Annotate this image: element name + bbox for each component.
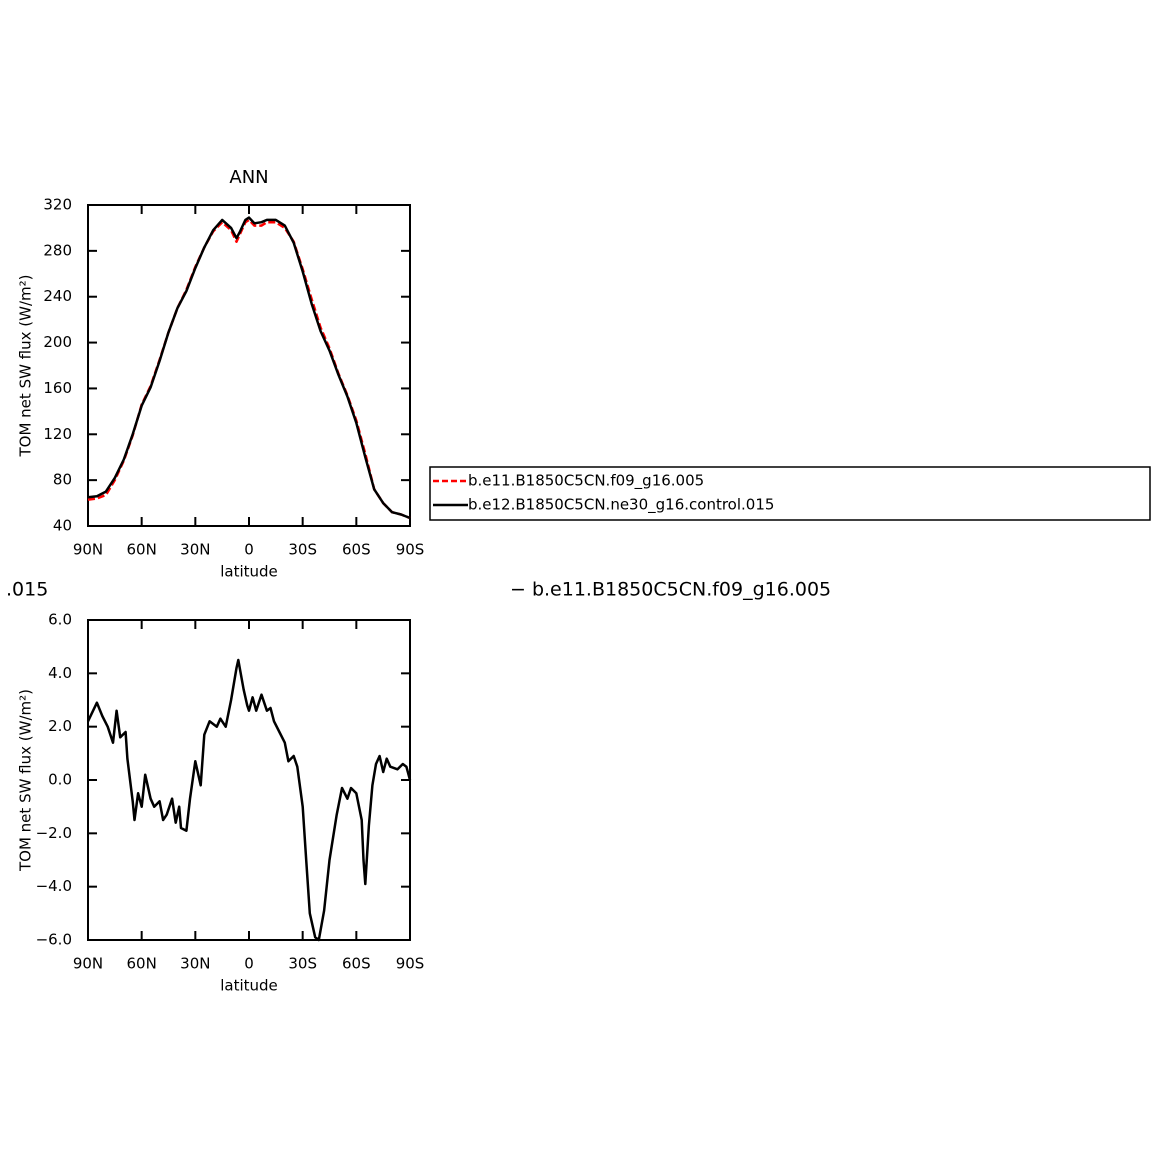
y-axis-label: TOM net SW flux (W/m²) [17, 689, 35, 872]
plot-frame [87, 204, 411, 527]
x-tick-label: 60N [127, 955, 157, 973]
title-fragment: .015 [6, 579, 48, 601]
chart-title: ANN [229, 167, 268, 188]
x-tick-label: 0 [244, 541, 254, 559]
y-tick-label: 200 [43, 333, 72, 351]
x-tick-label: 60N [127, 541, 157, 559]
plot-frame [87, 619, 411, 941]
y-tick-label: 160 [43, 379, 72, 397]
legend-label: b.e12.B1850C5CN.ne30_g16.control.015 [468, 496, 774, 515]
x-tick-label: 30N [180, 955, 210, 973]
x-tick-label: 30N [180, 541, 210, 559]
x-axis-label: latitude [220, 977, 278, 995]
y-tick-label: 240 [43, 287, 72, 305]
y-axis-label: TOM net SW flux (W/m²) [17, 275, 35, 458]
x-axis-label: latitude [220, 563, 278, 581]
title-fragment: − b.e11.B1850C5CN.f09_g16.005 [510, 579, 831, 601]
legend-label: b.e11.B1850C5CN.f09_g16.005 [468, 472, 704, 491]
x-tick-label: 60S [342, 541, 371, 559]
y-tick-label: −2.0 [36, 824, 72, 842]
x-tick-label: 90N [73, 955, 103, 973]
x-tick-label: 0 [244, 955, 254, 973]
y-tick-label: −6.0 [36, 931, 72, 949]
x-tick-label: 60S [342, 955, 371, 973]
y-tick-label: 320 [43, 196, 72, 214]
y-tick-label: 120 [43, 425, 72, 443]
data-line [86, 658, 412, 942]
y-tick-label: 2.0 [48, 717, 72, 735]
legend-box [429, 466, 1151, 521]
x-tick-label: 90S [396, 541, 425, 559]
y-tick-label: 0.0 [48, 771, 72, 789]
y-tick-label: 4.0 [48, 664, 72, 682]
y-tick-label: 80 [53, 471, 72, 489]
x-tick-label: 90S [396, 955, 425, 973]
y-tick-label: 40 [53, 517, 72, 535]
x-tick-label: 90N [73, 541, 103, 559]
y-tick-label: 6.0 [48, 611, 72, 629]
data-line [87, 218, 411, 520]
data-line [87, 216, 411, 520]
y-tick-label: −4.0 [36, 877, 72, 895]
x-tick-label: 30S [288, 955, 317, 973]
y-tick-label: 280 [43, 241, 72, 259]
x-tick-label: 30S [288, 541, 317, 559]
